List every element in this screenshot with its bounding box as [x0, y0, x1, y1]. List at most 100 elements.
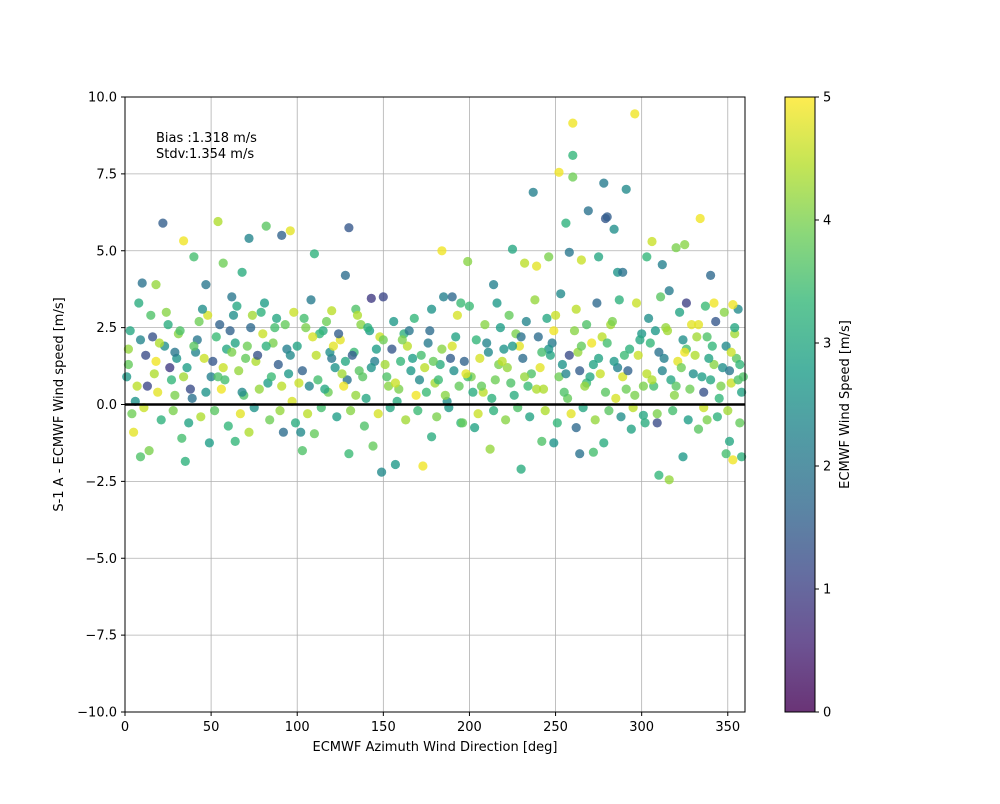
data-point [416, 350, 426, 360]
scatter-points [122, 109, 748, 485]
data-point [432, 412, 442, 422]
data-point [313, 375, 323, 385]
data-point [489, 280, 499, 290]
data-point [582, 320, 592, 330]
data-point [564, 247, 574, 257]
data-point [704, 353, 714, 363]
data-point [296, 427, 306, 437]
data-point [275, 406, 285, 416]
data-point [284, 369, 294, 379]
data-point [626, 424, 636, 434]
data-point [151, 280, 161, 290]
data-point [657, 366, 667, 376]
data-point [464, 301, 474, 311]
data-point [122, 372, 132, 382]
data-point [554, 167, 564, 177]
data-point [724, 436, 735, 446]
data-point [532, 384, 542, 394]
data-point [642, 252, 652, 262]
data-point [630, 390, 640, 400]
data-point [134, 298, 144, 308]
data-point [294, 378, 304, 388]
data-point [540, 406, 550, 416]
colorbar-tick-label: 2 [823, 460, 831, 475]
data-point [268, 338, 278, 348]
data-point [507, 244, 518, 254]
data-point [594, 353, 604, 363]
data-point [683, 415, 693, 425]
data-point [425, 326, 435, 336]
data-point [127, 409, 137, 419]
y-tick-label: −7.5 [85, 629, 117, 644]
data-point [373, 409, 383, 419]
data-point [616, 412, 626, 422]
y-axis-label: S-1 A - ECMWF Wind speed [m/s] [52, 297, 67, 511]
data-point [538, 384, 549, 394]
data-point [315, 329, 325, 339]
data-point [594, 252, 604, 262]
data-point [735, 359, 745, 370]
data-point [695, 213, 705, 224]
data-point [447, 292, 457, 302]
data-point [227, 347, 237, 357]
data-point [680, 240, 690, 250]
data-point [328, 341, 338, 351]
data-point [241, 353, 251, 363]
data-point [669, 390, 680, 400]
data-point [382, 372, 392, 382]
data-point [378, 292, 388, 302]
data-point [156, 415, 166, 425]
data-point [487, 393, 497, 403]
colorbar-tick-label: 4 [823, 214, 831, 229]
data-point [387, 344, 397, 354]
data-point [340, 356, 350, 366]
data-point [728, 455, 738, 465]
data-point [244, 233, 254, 243]
data-point [389, 316, 399, 327]
data-point [564, 350, 574, 360]
data-point [700, 301, 711, 311]
data-point [492, 298, 502, 308]
data-point [149, 369, 159, 379]
data-point [237, 267, 247, 277]
data-point [244, 427, 254, 437]
data-point [697, 372, 707, 382]
data-point [614, 295, 624, 305]
data-point [483, 347, 493, 357]
x-tick-label: 300 [629, 720, 654, 735]
data-point [363, 323, 373, 333]
data-point [297, 366, 307, 376]
y-tick-label: 0.0 [96, 398, 117, 413]
data-point [213, 372, 223, 382]
data-point [559, 387, 569, 397]
data-point [285, 350, 295, 360]
data-point [607, 316, 618, 327]
data-point [163, 320, 173, 330]
data-point [554, 372, 564, 382]
data-point [154, 338, 164, 348]
data-point [556, 289, 566, 299]
data-point [602, 212, 612, 222]
data-point [273, 359, 283, 370]
data-point [609, 224, 619, 234]
data-point [339, 381, 349, 391]
data-point [544, 344, 554, 354]
data-point [247, 310, 257, 320]
data-point [225, 326, 235, 336]
data-point [366, 363, 376, 373]
data-point [588, 447, 599, 457]
data-point [585, 372, 595, 382]
data-point [330, 363, 340, 373]
data-point [645, 338, 655, 348]
data-point [592, 298, 602, 308]
data-point [561, 369, 571, 379]
data-point [256, 307, 266, 317]
data-point [301, 323, 311, 333]
data-point [726, 347, 736, 357]
x-tick-label: 350 [715, 720, 740, 735]
data-point [321, 316, 332, 327]
data-point [482, 338, 492, 348]
data-point [647, 236, 657, 247]
data-point [499, 344, 509, 354]
data-point [428, 356, 438, 366]
